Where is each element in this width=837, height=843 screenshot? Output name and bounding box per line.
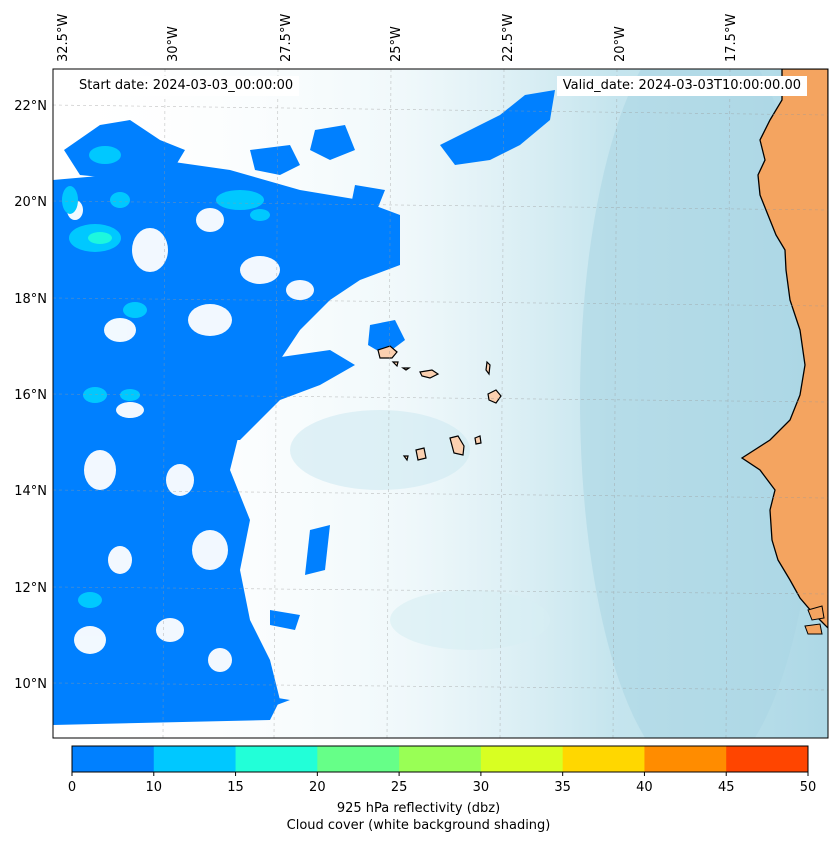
colorbar-segment [72, 746, 155, 772]
island-fogo [415, 447, 427, 461]
coastal-island [804, 623, 823, 635]
reflectivity-cell [310, 125, 355, 160]
colorbar: 0 10 15 20 25 30 35 40 45 50 [68, 745, 817, 795]
colorbar-segment [153, 746, 237, 772]
lon-label: 20°W [613, 26, 628, 62]
colorbar-tick-label: 15 [227, 780, 244, 795]
reflectivity-moderate [62, 146, 270, 608]
colorbar-tick-label: 10 [146, 780, 163, 795]
colorbar-tick-label: 20 [309, 780, 326, 795]
lat-label: 12°N [14, 581, 47, 596]
lat-label: 18°N [14, 292, 47, 307]
colorbar-segment [317, 746, 400, 772]
cloud-cover-patch [290, 410, 470, 490]
colorbar-tick-label: 0 [68, 780, 76, 795]
lon-label: 27.5°W [279, 14, 294, 62]
colorbar-frame [71, 745, 809, 773]
lon-label: 22.5°W [501, 14, 516, 62]
island-maio [474, 435, 482, 445]
lat-label: 22°N [14, 99, 47, 114]
cloud-cover-patch [390, 590, 550, 650]
lon-label: 30°W [166, 26, 181, 62]
island-santo-antao [377, 345, 398, 359]
island-brava [402, 455, 409, 462]
latitude-labels: 22°N 20°N 18°N 16°N 14°N 12°N 10°N [14, 99, 47, 692]
reflectivity-cell [53, 565, 75, 595]
colorbar-segment [562, 746, 645, 772]
reflectivity-strong [88, 232, 112, 244]
colorbar-tick-label: 40 [636, 780, 653, 795]
reflectivity-cell [64, 120, 185, 180]
lat-label: 10°N [14, 677, 47, 692]
colorbar-tick-label: 50 [800, 780, 817, 795]
reflectivity-main-region [53, 160, 400, 725]
reflectivity-cell [368, 320, 405, 355]
longitude-labels: 32.5°W 30°W 27.5°W 25°W 22.5°W 20°W 17.5… [56, 14, 739, 62]
africa-land [740, 69, 828, 629]
island-sal [485, 360, 491, 376]
lon-label: 17.5°W [724, 14, 739, 62]
colorbar-segment [480, 746, 564, 772]
colorbar-segment [726, 746, 809, 772]
reflectivity-cell [140, 685, 290, 715]
lon-label: 32.5°W [56, 14, 71, 62]
lon-label: 25°W [389, 26, 404, 62]
colorbar-segment [235, 746, 318, 772]
start-date-annotation: Start date: 2024-03-03_00:00:00 [73, 76, 300, 96]
reflectivity-cell [305, 525, 330, 575]
reflectivity-gaps [67, 200, 314, 672]
island-santiago [449, 435, 465, 456]
island-santa-luzia [401, 367, 411, 371]
lat-label: 20°N [14, 195, 47, 210]
colorbar-tick-label: 35 [554, 780, 571, 795]
lat-label: 16°N [14, 388, 47, 403]
colorbar-sublabel: Cloud cover (white background shading) [286, 818, 551, 833]
colorbar-segment [399, 746, 482, 772]
colorbar-segment [644, 746, 727, 772]
coastal-island [807, 605, 825, 621]
valid-date-annotation: Valid_date: 2024-03-03T10:00:00.00 [556, 76, 807, 96]
reflectivity-cell [440, 90, 555, 165]
island-boa-vista [487, 389, 502, 404]
map-frame [52, 68, 829, 739]
colorbar-tick-label: 25 [391, 780, 408, 795]
colorbar-tick-label: 30 [473, 780, 490, 795]
reflectivity-cell [350, 185, 385, 215]
colorbar-tick-label: 45 [718, 780, 735, 795]
cloud-cover-band [580, 69, 820, 738]
colorbar-label: 925 hPa reflectivity (dbz) [336, 801, 501, 816]
island-sao-vicente [391, 361, 399, 368]
reflectivity-cell [270, 610, 300, 630]
cape-verde-islands [377, 345, 502, 462]
island-sao-nicolau [419, 369, 440, 379]
lat-label: 14°N [14, 484, 47, 499]
reflectivity-cell [250, 145, 300, 175]
